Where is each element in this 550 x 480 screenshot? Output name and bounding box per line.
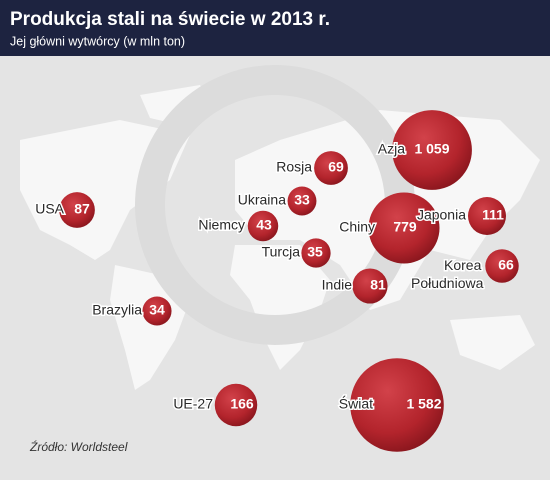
bubble (214, 383, 258, 427)
bubble-name: Japonia (417, 207, 466, 223)
bubble-value: 1 582 (406, 396, 441, 412)
bubble (368, 192, 440, 264)
bubble-value: 43 (256, 217, 272, 233)
bubble-value: 1 059 (414, 141, 449, 157)
bubble-name: Turcja (262, 244, 301, 260)
bubble (287, 186, 317, 216)
bubble-name: Rosja (276, 159, 312, 175)
bubble (314, 151, 348, 185)
header (0, 0, 550, 56)
bubble (247, 210, 279, 242)
bubble-value: 81 (370, 277, 386, 293)
bubble-name: UE-27 (173, 396, 213, 412)
bubble-value: 779 (393, 219, 417, 235)
bubble-value: 34 (149, 302, 165, 318)
chart-title: Produkcja stali na świecie w 2013 r. (10, 9, 330, 30)
bubble (59, 192, 95, 228)
bubble-name: Azja (378, 141, 405, 157)
bubble-name: Korea Południowa (411, 257, 484, 291)
bubble-name: Świat (339, 395, 373, 412)
bubble-name: Indie (322, 277, 353, 293)
bubble-name: Niemcy (198, 217, 245, 233)
bubble-value: 111 (482, 207, 504, 223)
bubble-name: Chiny (339, 219, 375, 235)
bubble-value: 33 (294, 192, 310, 208)
bubble-name: Brazylia (92, 302, 142, 318)
bubble (142, 296, 172, 326)
bubble (301, 238, 331, 268)
bubble (350, 358, 444, 452)
bubble-value: 87 (74, 201, 90, 217)
source: Źródło: Worldsteel (29, 439, 128, 454)
bubble-name: USA (35, 201, 64, 217)
bubble-value: 35 (307, 244, 323, 260)
bubble-value: 69 (328, 159, 344, 175)
bubble-name: Ukraina (238, 192, 286, 208)
bubble (467, 196, 507, 236)
bubble-value: 166 (230, 396, 254, 412)
bubble-value: 66 (498, 257, 514, 273)
bubble (485, 249, 519, 283)
bubble (352, 268, 388, 304)
bubble (392, 110, 472, 190)
chart-subtitle: Jej główni wytwórcy (w mln ton) (10, 34, 185, 48)
